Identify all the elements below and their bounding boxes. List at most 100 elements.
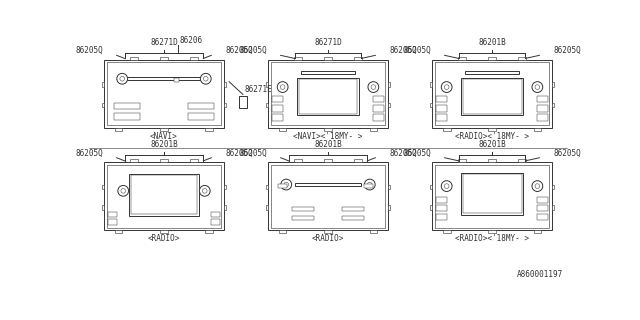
Bar bbox=[537, 114, 548, 121]
Bar bbox=[115, 128, 122, 131]
Bar bbox=[324, 159, 332, 162]
Bar bbox=[266, 83, 268, 87]
Text: 86201B: 86201B bbox=[150, 140, 178, 149]
Bar bbox=[461, 78, 523, 115]
Circle shape bbox=[371, 85, 376, 89]
Bar bbox=[279, 128, 287, 131]
Bar bbox=[272, 105, 283, 112]
Bar bbox=[272, 96, 283, 102]
Circle shape bbox=[204, 76, 208, 81]
Bar bbox=[292, 207, 314, 211]
Bar bbox=[435, 165, 549, 228]
Bar bbox=[160, 57, 168, 60]
Bar bbox=[324, 57, 332, 60]
Text: 86205Q: 86205Q bbox=[75, 149, 103, 158]
Circle shape bbox=[535, 85, 540, 89]
Circle shape bbox=[444, 85, 449, 89]
Circle shape bbox=[367, 182, 372, 187]
Bar bbox=[463, 79, 522, 114]
Bar bbox=[223, 205, 226, 210]
Bar bbox=[301, 71, 355, 74]
Circle shape bbox=[441, 181, 452, 191]
Circle shape bbox=[202, 188, 207, 193]
Circle shape bbox=[277, 82, 288, 92]
Bar bbox=[324, 230, 332, 233]
Text: 86205Q: 86205Q bbox=[239, 149, 267, 158]
Bar bbox=[537, 205, 548, 212]
Text: 86205Q: 86205Q bbox=[389, 149, 417, 158]
Text: <NAVI><'18MY- >: <NAVI><'18MY- > bbox=[293, 132, 363, 140]
Bar bbox=[102, 103, 104, 108]
Bar bbox=[436, 114, 447, 121]
Bar bbox=[369, 128, 377, 131]
Bar bbox=[239, 96, 247, 108]
Bar bbox=[534, 128, 541, 131]
Bar bbox=[102, 185, 104, 189]
Bar bbox=[436, 205, 447, 212]
Circle shape bbox=[284, 182, 289, 187]
Bar bbox=[188, 113, 214, 120]
Bar bbox=[458, 159, 466, 162]
Bar bbox=[436, 197, 447, 203]
Bar bbox=[461, 172, 523, 214]
Bar bbox=[364, 184, 373, 188]
Bar bbox=[488, 57, 496, 60]
Text: 86205Q: 86205Q bbox=[553, 149, 581, 158]
Bar bbox=[433, 162, 552, 230]
Bar bbox=[108, 219, 117, 225]
Bar bbox=[488, 128, 496, 131]
Bar bbox=[160, 230, 168, 233]
Bar bbox=[430, 103, 433, 108]
Bar bbox=[121, 77, 207, 80]
Bar bbox=[205, 128, 213, 131]
Bar bbox=[131, 57, 138, 60]
Circle shape bbox=[364, 179, 375, 190]
Circle shape bbox=[120, 76, 125, 81]
Text: <NAVI>: <NAVI> bbox=[150, 132, 178, 140]
Circle shape bbox=[118, 185, 129, 196]
Circle shape bbox=[121, 188, 125, 193]
Circle shape bbox=[281, 179, 292, 190]
Bar bbox=[160, 159, 168, 162]
Text: 86201B: 86201B bbox=[478, 140, 506, 149]
Bar bbox=[278, 184, 287, 188]
Circle shape bbox=[441, 82, 452, 92]
Bar bbox=[552, 83, 554, 87]
Circle shape bbox=[532, 82, 543, 92]
Text: 86271D: 86271D bbox=[150, 38, 178, 47]
Bar bbox=[294, 159, 302, 162]
Text: 86205Q: 86205Q bbox=[553, 46, 581, 55]
Bar bbox=[537, 105, 548, 112]
Bar bbox=[114, 113, 140, 120]
Bar bbox=[268, 60, 388, 128]
Bar bbox=[108, 212, 117, 217]
Bar bbox=[211, 219, 220, 225]
Text: 86205Q: 86205Q bbox=[225, 46, 253, 55]
Bar bbox=[131, 159, 138, 162]
Bar bbox=[271, 62, 385, 125]
Bar bbox=[223, 185, 226, 189]
Bar bbox=[354, 57, 362, 60]
Bar bbox=[160, 128, 168, 131]
Bar bbox=[436, 214, 447, 220]
Bar bbox=[430, 83, 433, 87]
Bar bbox=[342, 207, 364, 211]
Text: 86206: 86206 bbox=[180, 36, 203, 45]
Bar bbox=[436, 96, 447, 102]
Circle shape bbox=[200, 185, 210, 196]
Bar bbox=[534, 230, 541, 233]
Bar bbox=[518, 57, 525, 60]
Bar bbox=[223, 83, 226, 87]
Bar bbox=[324, 128, 332, 131]
Bar bbox=[552, 205, 554, 210]
Bar bbox=[114, 103, 140, 109]
Bar bbox=[433, 60, 552, 128]
Circle shape bbox=[535, 184, 540, 188]
Bar bbox=[205, 230, 213, 233]
Bar bbox=[298, 79, 358, 114]
Circle shape bbox=[117, 73, 127, 84]
Bar bbox=[435, 62, 549, 125]
Text: <RADIO>: <RADIO> bbox=[148, 234, 180, 243]
Text: <RADIO><'18MY- >: <RADIO><'18MY- > bbox=[455, 234, 529, 243]
Bar bbox=[266, 103, 268, 108]
